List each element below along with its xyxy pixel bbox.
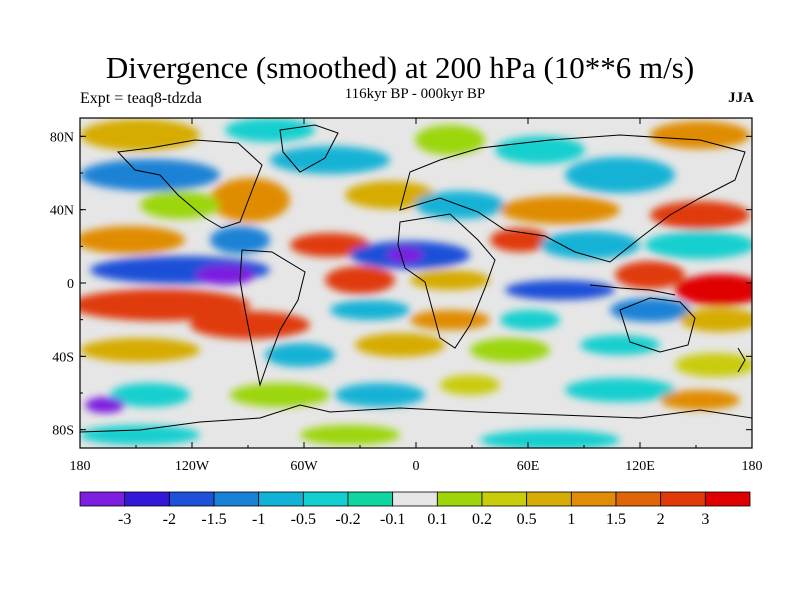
season-label: JJA	[728, 90, 754, 106]
time-range-label: 116kyr BP - 000kyr BP	[344, 86, 486, 102]
coastline-indonesia	[589, 284, 676, 296]
x-tick-label: 120W	[175, 459, 210, 474]
colorbar-swatch	[436, 491, 483, 507]
coastline-antarctica	[80, 404, 752, 433]
colorbar-swatch	[302, 491, 349, 507]
y-tick-label: 80S	[52, 424, 74, 439]
colorbar-swatch	[660, 491, 706, 507]
coastline-eurasia	[399, 134, 746, 263]
x-tick-label: 60E	[517, 459, 540, 474]
colorbar-label: -3	[118, 511, 131, 528]
coastlines	[80, 124, 752, 433]
coastline-australia	[619, 297, 696, 353]
y-tick-label: 40S	[52, 350, 74, 365]
divergence-field	[80, 118, 752, 448]
colorbar-label: 0.1	[427, 511, 447, 528]
colorbar-label: -0.2	[335, 511, 360, 528]
colorbar-swatch	[347, 491, 394, 507]
colorbar-swatch	[704, 491, 751, 507]
map-title: Divergence (smoothed) at 200 hPa (10**6 …	[105, 50, 695, 85]
axis-ticks	[79, 118, 753, 448]
colorbar-label: 0.5	[517, 511, 537, 528]
x-tick-label: 180	[742, 459, 763, 474]
colorbar-label: 3	[701, 511, 709, 528]
colorbar-swatch	[392, 491, 438, 507]
colorbar-label: -0.1	[380, 511, 405, 528]
colorbar-label: -1.5	[201, 511, 226, 528]
colorbar: -3 -2 -1.5 -1 -0.5 -0.2 -0.1 0.1 0.2 0.5 1 1.5 2 3	[79, 491, 751, 528]
colorbar-label: 2	[657, 511, 665, 528]
x-tick-label: 0	[413, 459, 420, 474]
colorbar-swatch	[79, 491, 126, 507]
coastline-south-america	[239, 249, 306, 387]
coastline-north-america	[116, 139, 263, 229]
axis-tick-labels: 80N 40N 0 40S 80S 180 120W 60W 0 60E 120E 180	[50, 130, 763, 474]
colorbar-label: 1.5	[606, 511, 626, 528]
colorbar-swatch	[213, 491, 260, 507]
colorbar-label: 0.2	[472, 511, 492, 528]
colorbar-label: -1	[252, 511, 265, 528]
coastline-africa	[397, 213, 496, 349]
y-tick-label: 0	[67, 277, 74, 292]
experiment-label: Expt = teaq8-tdzda	[80, 90, 202, 107]
coastline-greenland	[279, 124, 339, 173]
colorbar-swatch	[258, 491, 304, 507]
x-tick-label: 180	[70, 459, 91, 474]
colorbar-swatch	[570, 491, 617, 507]
colorbar-label: -2	[163, 511, 176, 528]
y-tick-label: 40N	[50, 204, 74, 219]
colorbar-swatch	[168, 491, 215, 507]
field-blobs	[80, 118, 752, 448]
x-tick-label: 120E	[625, 459, 655, 474]
colorbar-swatch	[615, 491, 662, 507]
colorbar-swatch	[481, 491, 528, 507]
colorbar-label: -0.5	[291, 511, 316, 528]
coastline-new-zealand	[737, 347, 746, 373]
colorbar-swatch	[124, 491, 170, 507]
colorbar-label: 1	[567, 511, 575, 528]
x-tick-label: 60W	[290, 459, 318, 474]
y-tick-label: 80N	[50, 130, 74, 145]
colorbar-swatch	[526, 491, 572, 507]
